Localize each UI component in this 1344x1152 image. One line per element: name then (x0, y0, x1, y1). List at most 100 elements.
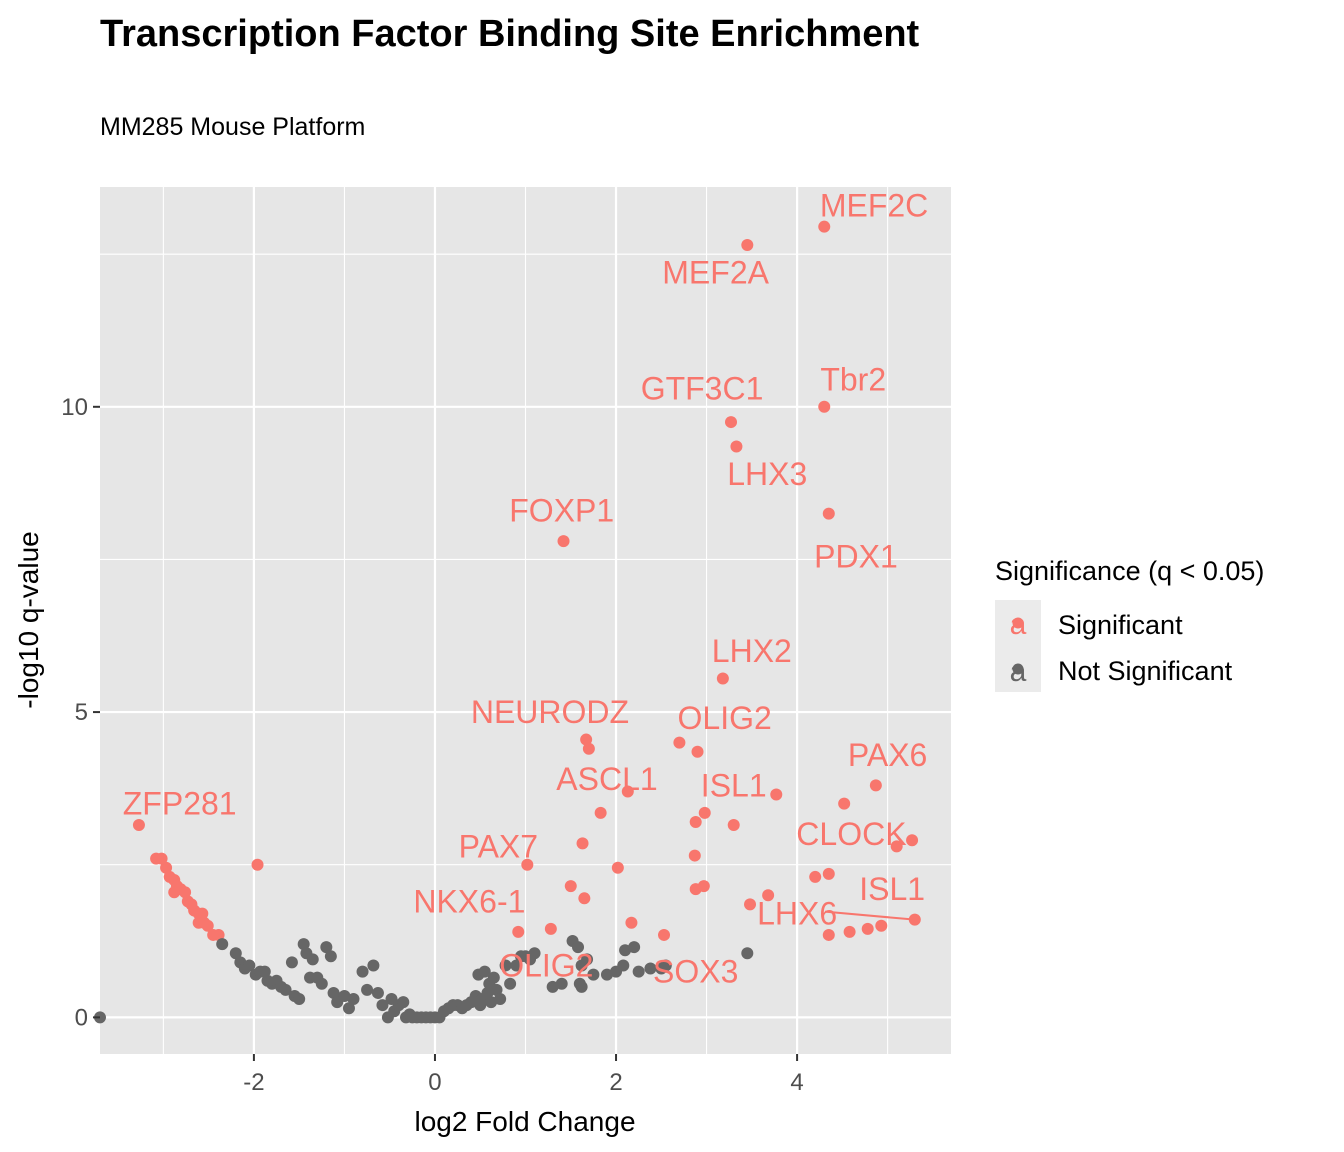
point-label: Tbr2 (820, 361, 886, 397)
data-point-not-significant (229, 947, 242, 960)
data-point-not-significant (306, 953, 319, 966)
data-point-significant (689, 883, 702, 896)
data-point-not-significant (320, 941, 333, 954)
point-label: SOX3 (653, 954, 738, 990)
x-tick-label: 4 (790, 1069, 803, 1096)
data-point-significant (838, 797, 851, 810)
y-tick-label: 5 (75, 699, 88, 726)
point-label: ZFP281 (123, 786, 237, 822)
data-point-significant (132, 819, 145, 832)
data-point-significant (201, 919, 214, 932)
data-point-not-significant (485, 996, 498, 1009)
data-point-significant (818, 400, 831, 413)
point-label: PDX1 (814, 538, 898, 574)
data-point-not-significant (327, 986, 340, 999)
point-label: MEF2C (820, 187, 928, 223)
data-point-significant (762, 889, 775, 902)
y-tick-label: 10 (61, 394, 88, 421)
data-point-significant (906, 834, 919, 847)
data-point-not-significant (510, 959, 523, 972)
data-point-significant (576, 837, 589, 850)
x-tick-label: -2 (243, 1069, 264, 1096)
data-point-not-significant (243, 959, 256, 972)
data-point-not-significant (315, 977, 328, 990)
data-point-significant (809, 870, 822, 883)
point-label: CLOCK (796, 816, 906, 852)
data-point-significant (557, 535, 570, 548)
data-point-significant (564, 880, 577, 893)
point-label: ISL1 (701, 767, 767, 803)
x-tick-label: 2 (609, 1069, 622, 1096)
x-axis-title: log2 Fold Change (414, 1106, 635, 1137)
point-label: OLIG2 (499, 947, 593, 983)
data-point-significant (875, 919, 888, 932)
data-point-significant (822, 507, 835, 520)
point-label: LHX3 (727, 456, 807, 492)
data-point-not-significant (285, 956, 298, 969)
data-point-not-significant (546, 980, 559, 993)
data-point-not-significant (587, 968, 600, 981)
data-point-not-significant (528, 947, 541, 960)
data-point-significant (818, 220, 831, 233)
data-point-not-significant (347, 993, 360, 1006)
label-segments (825, 910, 915, 921)
data-point-not-significant (617, 959, 630, 972)
legend-label-not-significant: Not Significant (1058, 656, 1233, 686)
x-tick-label: 0 (428, 1069, 441, 1096)
chart-title: Transcription Factor Binding Site Enrich… (100, 13, 920, 55)
data-point-significant (521, 858, 534, 871)
data-point-not-significant (575, 980, 588, 993)
data-point-not-significant (258, 965, 271, 978)
data-point-significant (744, 898, 757, 911)
point-label: GTF3C1 (641, 370, 764, 406)
legend-title: Significance (q < 0.05) (995, 556, 1264, 586)
grid-major (100, 187, 951, 1054)
point-label: ASCL1 (556, 761, 657, 797)
point-label: ISL1 (859, 871, 925, 907)
point-label: PAX6 (848, 737, 927, 773)
point-label: NKX6-1 (413, 883, 525, 919)
data-point-not-significant (361, 983, 374, 996)
y-axis: 0 5 10 (61, 394, 100, 1031)
data-point-significant (179, 886, 192, 899)
data-point-not-significant (338, 989, 351, 1002)
data-point-significant (155, 852, 168, 865)
data-point-significant (691, 745, 704, 758)
y-axis-title: -log10 q-value (13, 531, 44, 708)
data-point-not-significant (356, 965, 369, 978)
data-point-not-significant (487, 971, 500, 984)
point-label: PAX7 (459, 828, 538, 864)
data-point-not-significant (367, 959, 380, 972)
data-point-not-significant (659, 959, 672, 972)
data-point-significant (716, 672, 729, 685)
data-point-not-significant (504, 977, 517, 990)
x-axis: -2 0 2 4 (243, 1054, 804, 1096)
data-point-not-significant (490, 983, 503, 996)
data-point-not-significant (494, 993, 507, 1006)
data-point-significant (727, 819, 740, 832)
data-point-significant (861, 922, 874, 935)
data-point-significant (578, 892, 591, 905)
chart-subtitle: MM285 Mouse Platform (100, 113, 365, 141)
data-point-significant (611, 861, 624, 874)
data-point-not-significant (741, 947, 754, 960)
data-point-not-significant (619, 944, 632, 957)
data-point-significant (741, 239, 754, 252)
data-point-significant (843, 925, 856, 938)
point-label: LHX6 (757, 896, 837, 932)
point-label: FOXP1 (509, 493, 614, 529)
data-point-significant (212, 928, 225, 941)
data-point-not-significant (644, 962, 657, 975)
data-point-significant (621, 785, 634, 798)
legend-point-not-significant (1012, 663, 1024, 675)
point-labels: MEF2C MEF2A GTF3C1 Tbr2 LHX3 FOXP1 PDX1 LHX2 NEU… (123, 187, 929, 989)
data-points (94, 220, 921, 1024)
data-point-not-significant (376, 999, 389, 1012)
data-point-significant (730, 440, 743, 453)
data-point-not-significant (216, 938, 229, 951)
point-label: MEF2A (662, 254, 769, 290)
data-point-not-significant (478, 965, 491, 978)
data-point-significant (512, 925, 525, 938)
legend-label-significant: Significant (1058, 610, 1183, 640)
